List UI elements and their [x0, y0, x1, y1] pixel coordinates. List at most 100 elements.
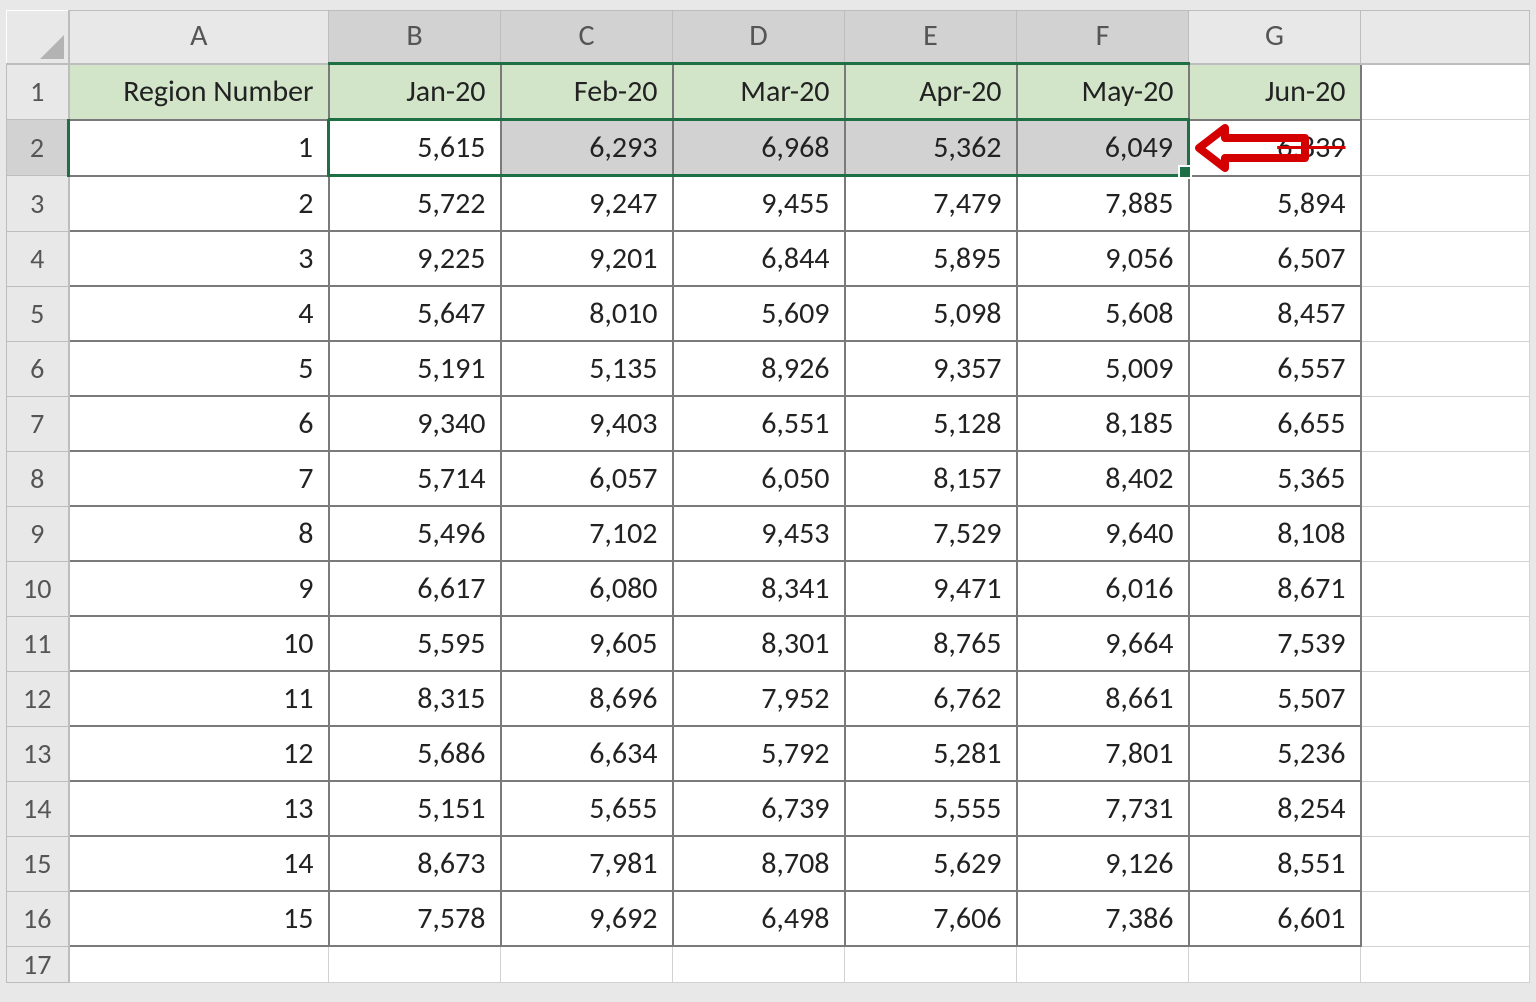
cell-G1[interactable]: Jun-20: [1189, 64, 1361, 120]
cell-G17[interactable]: [1189, 946, 1361, 982]
cell-C8[interactable]: 6,057: [501, 451, 673, 506]
cell-F7[interactable]: 8,185: [1017, 396, 1189, 451]
cell-E17[interactable]: [845, 946, 1017, 982]
cell-E10[interactable]: 9,471: [845, 561, 1017, 616]
row-header-6[interactable]: 6: [7, 341, 69, 396]
cell-A13[interactable]: 12: [69, 726, 329, 781]
cell-B7[interactable]: 9,340: [329, 396, 501, 451]
row-header-13[interactable]: 13: [7, 726, 69, 781]
row-header-10[interactable]: 10: [7, 561, 69, 616]
cell-G5[interactable]: 8,457: [1189, 286, 1361, 341]
cell-A7[interactable]: 6: [69, 396, 329, 451]
row-header-9[interactable]: 9: [7, 506, 69, 561]
cell-E3[interactable]: 7,479: [845, 176, 1017, 232]
column-header-G[interactable]: G: [1189, 11, 1361, 64]
cell-G3[interactable]: 5,894: [1189, 176, 1361, 232]
cell-C5[interactable]: 8,010: [501, 286, 673, 341]
cell-F5[interactable]: 5,608: [1017, 286, 1189, 341]
cell-G15[interactable]: 8,551: [1189, 836, 1361, 891]
cell-B2[interactable]: 5,615: [329, 120, 501, 176]
cell-F14[interactable]: 7,731: [1017, 781, 1189, 836]
cell-D6[interactable]: 8,926: [673, 341, 845, 396]
cell-F13[interactable]: 7,801: [1017, 726, 1189, 781]
cell-G8[interactable]: 5,365: [1189, 451, 1361, 506]
cell-G10[interactable]: 8,671: [1189, 561, 1361, 616]
cell-B8[interactable]: 5,714: [329, 451, 501, 506]
cell-D14[interactable]: 6,739: [673, 781, 845, 836]
cell-G7[interactable]: 6,655: [1189, 396, 1361, 451]
cell-C17[interactable]: [501, 946, 673, 982]
cell-B3[interactable]: 5,722: [329, 176, 501, 232]
column-header-D[interactable]: D: [673, 11, 845, 64]
cell-E7[interactable]: 5,128: [845, 396, 1017, 451]
column-header-F[interactable]: F: [1017, 11, 1189, 64]
cell-D3[interactable]: 9,455: [673, 176, 845, 232]
cell-C11[interactable]: 9,605: [501, 616, 673, 671]
cell-C6[interactable]: 5,135: [501, 341, 673, 396]
cell-F6[interactable]: 5,009: [1017, 341, 1189, 396]
cell-E15[interactable]: 5,629: [845, 836, 1017, 891]
cell-D11[interactable]: 8,301: [673, 616, 845, 671]
cell-E12[interactable]: 6,762: [845, 671, 1017, 726]
row-header-1[interactable]: 1: [7, 64, 69, 120]
cell-G11[interactable]: 7,539: [1189, 616, 1361, 671]
cell-D4[interactable]: 6,844: [673, 231, 845, 286]
cell-F2[interactable]: 6,049: [1017, 120, 1189, 176]
cell-B13[interactable]: 5,686: [329, 726, 501, 781]
cell-A10[interactable]: 9: [69, 561, 329, 616]
cell-E6[interactable]: 9,357: [845, 341, 1017, 396]
cell-F11[interactable]: 9,664: [1017, 616, 1189, 671]
cell-D13[interactable]: 5,792: [673, 726, 845, 781]
cell-E14[interactable]: 5,555: [845, 781, 1017, 836]
cell-G12[interactable]: 5,507: [1189, 671, 1361, 726]
cell-C15[interactable]: 7,981: [501, 836, 673, 891]
cell-F9[interactable]: 9,640: [1017, 506, 1189, 561]
row-header-8[interactable]: 8: [7, 451, 69, 506]
cell-A6[interactable]: 5: [69, 341, 329, 396]
cell-A14[interactable]: 13: [69, 781, 329, 836]
cell-A1[interactable]: Region Number: [69, 64, 329, 120]
cell-A16[interactable]: 15: [69, 891, 329, 946]
cell-F1[interactable]: May-20: [1017, 64, 1189, 120]
cell-C10[interactable]: 6,080: [501, 561, 673, 616]
row-header-17[interactable]: 17: [7, 946, 69, 982]
cell-A2[interactable]: 1: [69, 120, 329, 176]
cell-D9[interactable]: 9,453: [673, 506, 845, 561]
cell-B17[interactable]: [329, 946, 501, 982]
cell-C13[interactable]: 6,634: [501, 726, 673, 781]
cell-B11[interactable]: 5,595: [329, 616, 501, 671]
cell-B15[interactable]: 8,673: [329, 836, 501, 891]
cell-A9[interactable]: 8: [69, 506, 329, 561]
cell-D5[interactable]: 5,609: [673, 286, 845, 341]
select-all-corner[interactable]: [7, 11, 69, 64]
row-header-14[interactable]: 14: [7, 781, 69, 836]
row-header-16[interactable]: 16: [7, 891, 69, 946]
cell-F3[interactable]: 7,885: [1017, 176, 1189, 232]
cell-D2[interactable]: 6,968: [673, 120, 845, 176]
cell-D17[interactable]: [673, 946, 845, 982]
cell-E1[interactable]: Apr-20: [845, 64, 1017, 120]
cell-E9[interactable]: 7,529: [845, 506, 1017, 561]
row-header-11[interactable]: 11: [7, 616, 69, 671]
cell-G14[interactable]: 8,254: [1189, 781, 1361, 836]
cell-D10[interactable]: 8,341: [673, 561, 845, 616]
cell-E2[interactable]: 5,362: [845, 120, 1017, 176]
row-header-3[interactable]: 3: [7, 176, 69, 232]
row-header-4[interactable]: 4: [7, 231, 69, 286]
cell-G9[interactable]: 8,108: [1189, 506, 1361, 561]
row-header-7[interactable]: 7: [7, 396, 69, 451]
cell-D12[interactable]: 7,952: [673, 671, 845, 726]
cell-B5[interactable]: 5,647: [329, 286, 501, 341]
cell-G16[interactable]: 6,601: [1189, 891, 1361, 946]
row-header-2[interactable]: 2: [7, 120, 69, 176]
cell-G2[interactable]: 6,839: [1189, 120, 1361, 176]
cell-E16[interactable]: 7,606: [845, 891, 1017, 946]
cell-C7[interactable]: 9,403: [501, 396, 673, 451]
cell-D15[interactable]: 8,708: [673, 836, 845, 891]
cell-D16[interactable]: 6,498: [673, 891, 845, 946]
cell-G4[interactable]: 6,507: [1189, 231, 1361, 286]
spreadsheet-grid[interactable]: ABCDEFG 1Region NumberJan-20Feb-20Mar-20…: [6, 10, 1530, 983]
cell-B6[interactable]: 5,191: [329, 341, 501, 396]
cell-B16[interactable]: 7,578: [329, 891, 501, 946]
cell-F4[interactable]: 9,056: [1017, 231, 1189, 286]
